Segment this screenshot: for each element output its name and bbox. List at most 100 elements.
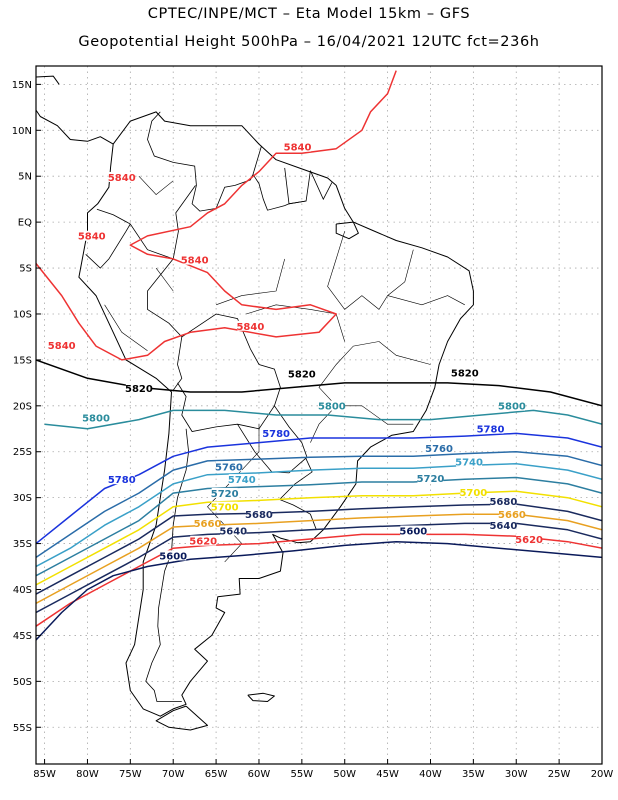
contour-label-5820: 5820 (125, 384, 153, 395)
coastline-falklands (247, 692, 275, 702)
contour-label-bg (288, 368, 315, 379)
country-border (252, 145, 262, 175)
lat-tick-label: 30S (13, 493, 32, 504)
title-line-1: CPTEC/INPE/MCT – Eta Model 15km – GFS (147, 6, 471, 22)
lon-tick-label: 85W (33, 769, 56, 780)
contour-label-bg (284, 141, 311, 152)
lon-tick-label: 70W (162, 769, 185, 780)
state-border (327, 231, 414, 310)
contour-label-bg (83, 412, 110, 423)
contour-label-5780: 5780 (477, 425, 505, 436)
contour-label-bg (400, 525, 427, 536)
country-border (278, 457, 317, 530)
contour-label-5820: 5820 (288, 370, 316, 381)
lon-tick-label: 50W (333, 769, 356, 780)
contour-label-bg (220, 525, 247, 536)
state-border (310, 405, 337, 443)
contour-label-bg (108, 474, 135, 485)
contour-label-bg (490, 496, 517, 507)
contour-label-5720: 5720 (211, 489, 239, 500)
contour-label-5740: 5740 (455, 458, 483, 469)
contour-label-5620: 5620 (515, 535, 543, 546)
lat-tick-label: 15N (12, 80, 32, 91)
lon-tick-label: 45W (376, 769, 399, 780)
contour-label-bg (211, 487, 238, 498)
country-border (147, 111, 254, 212)
lat-tick-label: 20S (13, 401, 32, 412)
contour-label-bg (426, 442, 453, 453)
contour-label-bg (477, 423, 504, 434)
contour-label-bg (108, 171, 135, 182)
contour-5800 (44, 409, 602, 430)
lat-tick-label: 45S (13, 631, 32, 642)
country-border (252, 174, 307, 211)
contour-5780 (36, 432, 602, 545)
lat-tick-label: 15S (13, 355, 32, 366)
axis-ticks: 85W 80W 75W 70W 65W 60W 55W 50W 45W 40W 35W 30W 25W 2… (12, 80, 614, 780)
geopotential-contours (36, 70, 602, 641)
contour-label-bg (460, 486, 487, 497)
contour-label-5800: 5800 (82, 414, 110, 425)
contour-5720 (36, 476, 602, 577)
land-outlines (36, 40, 602, 731)
contour-label-5820: 5820 (451, 369, 479, 380)
lat-tick-label: 10N (12, 126, 32, 137)
contour-5820 (36, 359, 602, 407)
lon-tick-label: 35W (462, 769, 485, 780)
country-border (145, 428, 190, 702)
country-border (284, 167, 311, 205)
contour-label-bg (190, 535, 217, 546)
contour-label-bg (181, 254, 208, 265)
state-border (155, 267, 174, 292)
country-border (310, 170, 333, 201)
contour-label-5760: 5760 (215, 462, 243, 473)
contour-label-5700: 5700 (211, 503, 239, 514)
contour-label-5700: 5700 (459, 488, 487, 499)
lat-tick-label: 40S (13, 585, 32, 596)
contour-label-5760: 5760 (425, 444, 453, 455)
lon-tick-label: 80W (76, 769, 99, 780)
lon-tick-label: 30W (505, 769, 528, 780)
contour-label-5740: 5740 (228, 475, 256, 486)
contour-label-5840: 5840 (108, 173, 136, 184)
state-border (318, 341, 414, 425)
contour-label-5840: 5840 (78, 232, 106, 243)
contour-5700 (36, 490, 602, 586)
state-border (215, 258, 285, 306)
lat-tick-label: 55S (13, 723, 32, 734)
state-border (104, 304, 148, 351)
contour-label-bg (498, 509, 525, 520)
coastline-central-america-north (36, 75, 60, 85)
lon-tick-label: 60W (248, 769, 271, 780)
coastline-caribbean (135, 40, 187, 58)
contour-label-bg (211, 501, 238, 512)
contour-label-5780: 5780 (262, 429, 290, 440)
contour-label-5780: 5780 (108, 475, 136, 486)
contour-label-5720: 5720 (417, 474, 445, 485)
contour-label-bg (451, 367, 478, 378)
contour-label-bg (125, 383, 152, 394)
coastline-tierra-del-fuego (155, 705, 208, 731)
contour-label-5660: 5660 (498, 510, 526, 521)
contour-label-bg (237, 320, 264, 331)
contour-label-5600: 5600 (399, 527, 427, 538)
contour-label-bg (456, 456, 483, 467)
contour-label-bg (194, 518, 221, 529)
coastline-south-america (78, 111, 474, 717)
lon-tick-label: 20W (591, 769, 614, 780)
contour-label-bg (228, 474, 255, 485)
contour-label-bg (48, 340, 75, 351)
coastline-central-america (36, 109, 114, 145)
lon-tick-label: 75W (119, 769, 142, 780)
contour-label-bg (215, 461, 242, 472)
contour-label-bg (417, 473, 444, 484)
contour-label-5680: 5680 (245, 510, 273, 521)
contour-label-5640: 5640 (219, 527, 247, 538)
contour-label-bg (318, 400, 345, 411)
country-border (147, 258, 183, 391)
country-border (85, 223, 131, 269)
country-border (237, 405, 308, 474)
contour-label-5660: 5660 (194, 519, 222, 530)
coastline-marajo (335, 221, 359, 240)
